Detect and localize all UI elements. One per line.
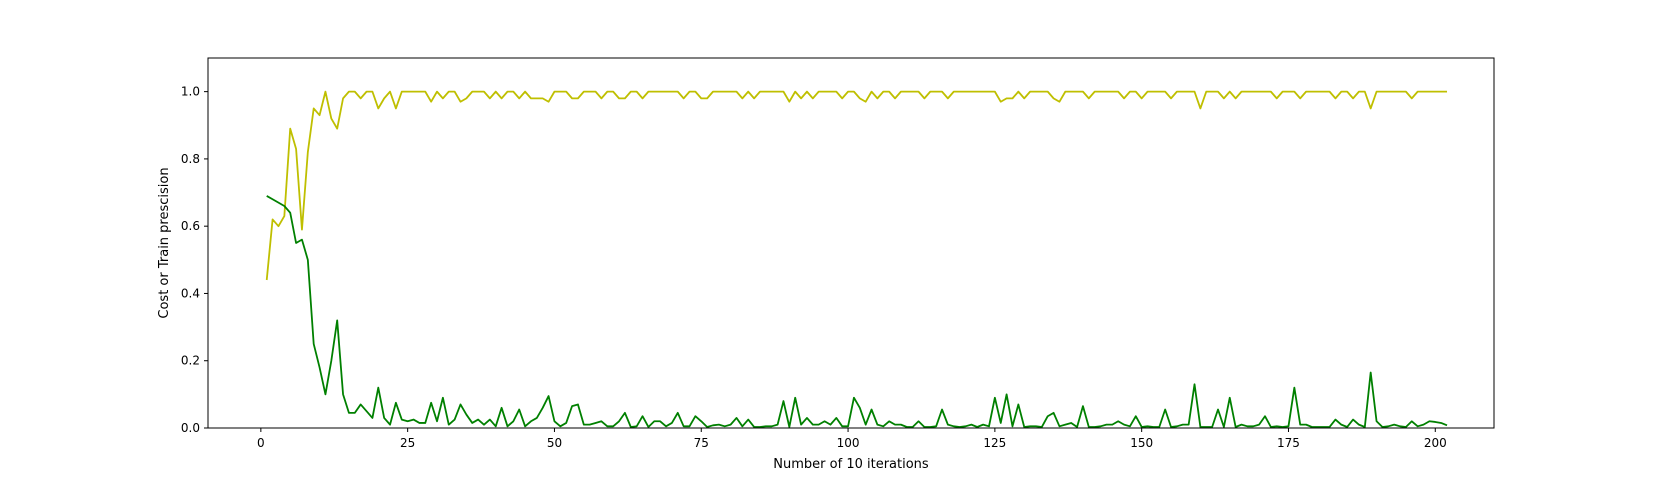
y-tick-label: 1.0 — [181, 85, 200, 99]
x-tick-label: 25 — [400, 436, 415, 450]
x-tick-label: 200 — [1424, 436, 1447, 450]
y-tick-label: 0.2 — [181, 354, 200, 368]
x-tick-label: 100 — [837, 436, 860, 450]
y-tick-label: 0.0 — [181, 421, 200, 435]
y-tick-label: 0.4 — [181, 286, 200, 300]
y-axis-ticks: 0.0 0.2 0.4 0.6 0.8 1.0 — [181, 85, 208, 435]
series-layer — [265, 90, 1448, 428]
x-tick-label: 75 — [694, 436, 709, 450]
x-axis-ticks: 0 25 50 75 100 125 150 175 200 — [257, 428, 1447, 450]
x-axis-label: Number of 10 iterations — [773, 457, 929, 472]
series-line-1 — [265, 90, 1448, 281]
x-tick-label: 150 — [1130, 436, 1153, 450]
x-tick-label: 175 — [1277, 436, 1300, 450]
y-tick-label: 0.8 — [181, 152, 200, 166]
y-tick-label: 0.6 — [181, 219, 200, 233]
y-axis-label: Cost or Train prescision — [157, 167, 172, 318]
x-tick-label: 125 — [983, 436, 1006, 450]
x-tick-label: 0 — [257, 436, 265, 450]
plot-area-frame — [207, 57, 1495, 429]
series-line-2 — [266, 195, 1448, 428]
x-tick-label: 50 — [547, 436, 562, 450]
